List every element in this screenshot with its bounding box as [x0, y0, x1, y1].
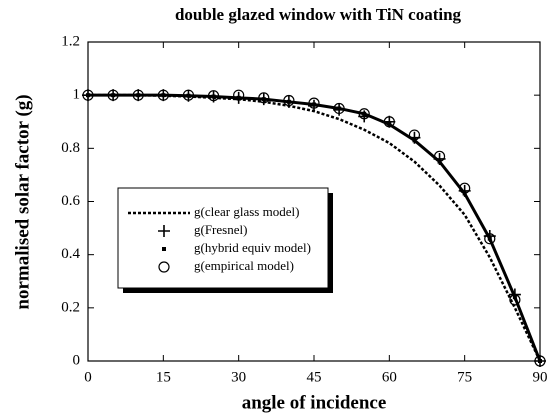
circle-marker — [132, 89, 144, 101]
square-marker — [136, 93, 141, 98]
y-tick-label: 0.2 — [61, 299, 80, 315]
y-tick-label: 1.2 — [61, 33, 80, 49]
circle-marker — [333, 102, 345, 115]
circle-marker — [484, 233, 496, 245]
y-tick-label: 1 — [73, 87, 81, 103]
circle-marker — [383, 116, 395, 128]
x-tick-label: 60 — [382, 369, 397, 385]
circle-marker — [358, 108, 370, 120]
circle-marker — [207, 90, 220, 102]
circle-marker — [233, 89, 245, 101]
circle-marker — [308, 97, 320, 109]
legend-label: g(Fresnel) — [194, 222, 247, 237]
circle-marker — [82, 89, 94, 101]
circle-marker — [509, 294, 521, 306]
circle-marker — [157, 89, 169, 101]
circle-marker — [283, 94, 295, 107]
x-tick-label: 75 — [457, 369, 472, 385]
square-marker — [111, 93, 116, 98]
y-tick-label: 0.8 — [61, 140, 80, 156]
x-tick-label: 15 — [156, 369, 171, 385]
x-axis-label: angle of incidence — [242, 392, 387, 413]
square-marker — [162, 247, 166, 251]
square-marker — [487, 236, 492, 241]
square-marker — [387, 122, 392, 127]
square-marker — [186, 93, 191, 98]
x-tick-label: 0 — [84, 369, 92, 385]
x-tick-label: 45 — [307, 369, 322, 385]
square-marker — [362, 111, 367, 116]
circle-marker — [158, 261, 170, 273]
circle-marker — [182, 89, 195, 101]
y-axis-label: normalised solar factor (g) — [12, 94, 33, 309]
legend: g(clear glass model) g(Fresnel) g(hybrid e… — [117, 187, 329, 289]
legend-label: g(clear glass model) — [194, 204, 299, 219]
square-marker — [312, 102, 316, 107]
square-marker — [236, 95, 241, 100]
square-marker — [211, 94, 216, 99]
circle-marker — [459, 182, 471, 194]
legend-label: g(hybrid equiv model) — [194, 240, 311, 255]
square-marker — [161, 93, 166, 98]
y-tick-label: 0 — [73, 352, 81, 368]
circle-marker — [107, 89, 119, 101]
square-marker — [512, 295, 517, 300]
legend-box — [117, 187, 329, 289]
y-tick-label: 0.4 — [61, 246, 80, 262]
chart-title: double glazed window with TiN coating — [175, 5, 462, 24]
x-tick-label: 30 — [231, 369, 246, 385]
circle-marker — [534, 355, 546, 367]
legend-label: g(empirical model) — [194, 258, 294, 273]
y-tick-label: 0.6 — [61, 193, 80, 209]
square-marker — [538, 359, 542, 363]
plus-marker — [158, 225, 170, 237]
circle-marker — [258, 92, 270, 104]
square-marker — [261, 97, 266, 102]
x-tick-label: 90 — [533, 369, 548, 385]
square-marker — [337, 106, 342, 111]
square-marker — [286, 99, 291, 104]
circle-marker — [433, 150, 446, 162]
circle-marker — [408, 129, 421, 141]
square-marker — [86, 93, 90, 98]
